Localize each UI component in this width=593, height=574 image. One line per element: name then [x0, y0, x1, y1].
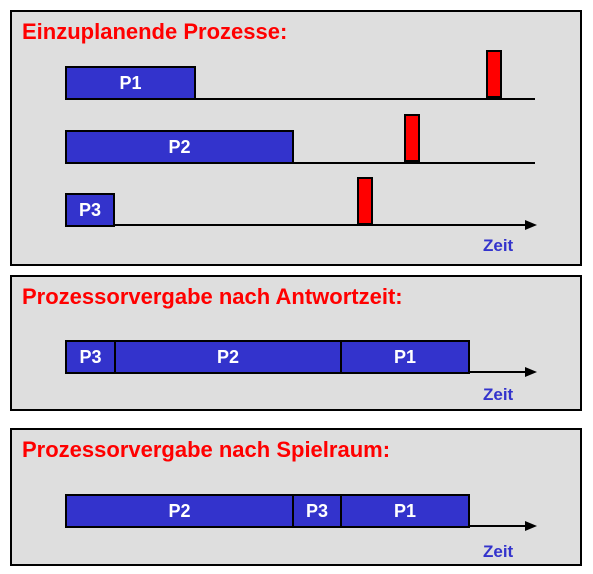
- schedule-segment-p2: P2: [65, 494, 294, 528]
- schedule-segment-label: P2: [216, 346, 240, 367]
- schedule-segment-label: P2: [168, 500, 191, 521]
- time-axis-arrow-panel1: [525, 220, 537, 230]
- process-label-p1: P1: [119, 72, 142, 93]
- schedule-segment-p3: P3: [292, 494, 342, 528]
- panel-title-slack: Prozessorvergabe nach Spielraum:: [22, 437, 391, 462]
- process-bar-p3: P3: [65, 193, 115, 227]
- process-label-p2: P2: [168, 136, 191, 157]
- panel-title-response-time: Prozessorvergabe nach Antwortzeit:: [22, 284, 403, 309]
- schedule-segment-p2: P2: [114, 340, 342, 374]
- process-bar-p1: P1: [65, 66, 196, 100]
- deadline-marker-p3: [357, 177, 373, 225]
- schedule-segment-p3: P3: [65, 340, 116, 374]
- deadline-marker-p2: [404, 114, 420, 162]
- schedule-segment-label: P3: [305, 500, 329, 521]
- schedule-segment-p1: P1: [340, 494, 470, 528]
- time-axis-arrow-panel2: [525, 367, 537, 377]
- panel-title-processes: Einzuplanende Prozesse:: [22, 19, 288, 44]
- schedule-segment-label: P3: [79, 346, 102, 367]
- timeline-row-p2: [65, 162, 535, 164]
- schedule-segment-label: P1: [393, 346, 417, 367]
- process-bar-p2: P2: [65, 130, 294, 164]
- timeline-row-p1: [65, 98, 535, 100]
- time-axis-label-panel2: Zeit: [483, 385, 514, 404]
- panel-processes-to-schedule: Einzuplanende Prozesse: P1 P2 P3 Zeit: [10, 10, 582, 266]
- deadline-marker-p1: [486, 50, 502, 98]
- panel-allocation-by-response-time: Prozessorvergabe nach Antwortzeit: P3 P2…: [10, 275, 582, 411]
- time-axis-arrow-panel3: [525, 521, 537, 531]
- schedule-segment-label: P1: [393, 500, 417, 521]
- panel-allocation-by-slack: Prozessorvergabe nach Spielraum: P2 P3 P…: [10, 428, 582, 566]
- time-axis-label-panel3: Zeit: [483, 542, 514, 561]
- time-axis-panel1: [65, 224, 527, 226]
- process-label-p3: P3: [78, 199, 102, 220]
- schedule-segment-p1: P1: [340, 340, 470, 374]
- time-axis-label-panel1: Zeit: [483, 236, 514, 255]
